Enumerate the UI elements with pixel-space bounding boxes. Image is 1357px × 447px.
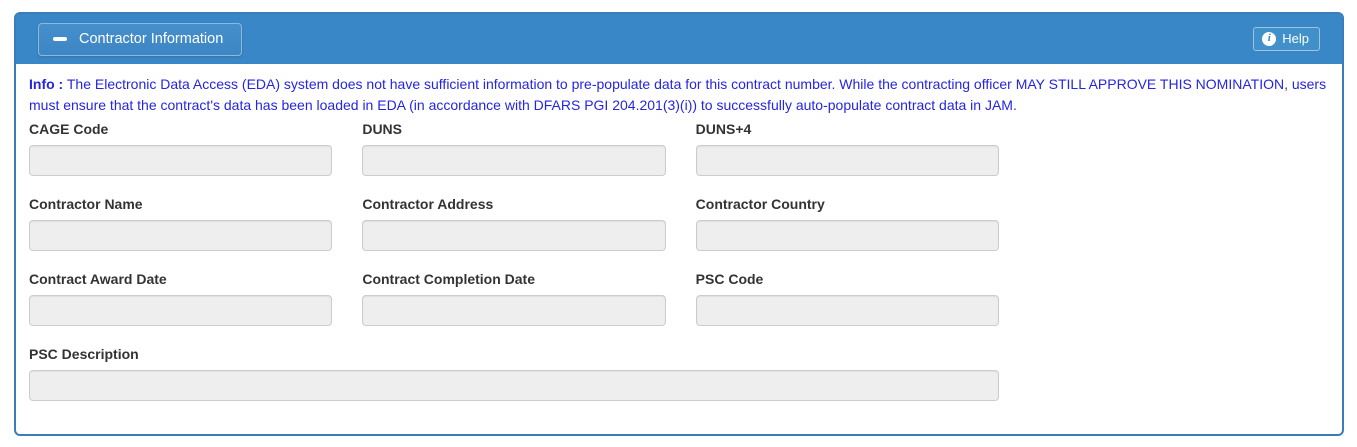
panel-body: Info : The Electronic Data Access (EDA) … (16, 64, 1342, 401)
contractor-form: CAGE Code DUNS DUNS+4 Contractor Name Co… (29, 121, 999, 401)
contractor-country-label: Contractor Country (695, 196, 825, 212)
contract-award-date-input (29, 295, 333, 326)
duns-input (362, 145, 666, 176)
collapse-minus-icon (53, 36, 67, 41)
contract-award-date-label: Contract Award Date (29, 271, 167, 287)
contractor-country-input (695, 220, 999, 251)
field-duns: DUNS (362, 121, 666, 176)
field-contractor-address: Contractor Address (362, 196, 666, 251)
duns-label: DUNS (362, 121, 402, 137)
help-button[interactable]: i Help (1253, 27, 1320, 51)
contractor-information-panel: Contractor Information i Help Info : The… (14, 12, 1344, 436)
help-button-label: Help (1282, 31, 1309, 46)
info-message: Info : The Electronic Data Access (EDA) … (29, 74, 1329, 116)
contractor-address-label: Contractor Address (362, 196, 494, 212)
panel-title: Contractor Information (79, 30, 224, 47)
contractor-name-label: Contractor Name (29, 196, 143, 212)
field-contract-completion-date: Contract Completion Date (362, 271, 666, 326)
contractor-name-input (29, 220, 333, 251)
duns-plus-4-label: DUNS+4 (695, 121, 752, 137)
field-contractor-name: Contractor Name (29, 196, 333, 251)
field-duns-plus-4: DUNS+4 (695, 121, 999, 176)
duns-plus-4-input (695, 145, 999, 176)
field-contract-award-date: Contract Award Date (29, 271, 333, 326)
cage-code-label: CAGE Code (29, 121, 109, 137)
psc-code-label: PSC Code (695, 271, 764, 287)
contractor-information-collapse-button[interactable]: Contractor Information (38, 22, 243, 56)
field-cage-code: CAGE Code (29, 121, 333, 176)
cage-code-input (29, 145, 333, 176)
panel-header: Contractor Information i Help (16, 14, 1342, 64)
psc-description-input (29, 370, 999, 401)
field-psc-code: PSC Code (695, 271, 999, 326)
contractor-address-input (362, 220, 666, 251)
contract-completion-date-input (362, 295, 666, 326)
psc-code-input (695, 295, 999, 326)
info-circle-icon: i (1262, 31, 1277, 46)
contract-completion-date-label: Contract Completion Date (362, 271, 536, 287)
field-contractor-country: Contractor Country (695, 196, 999, 251)
info-message-body: The Electronic Data Access (EDA) system … (29, 76, 1327, 113)
field-psc-description: PSC Description (29, 346, 999, 401)
info-message-prefix: Info : (29, 76, 64, 92)
psc-description-label: PSC Description (29, 346, 139, 362)
